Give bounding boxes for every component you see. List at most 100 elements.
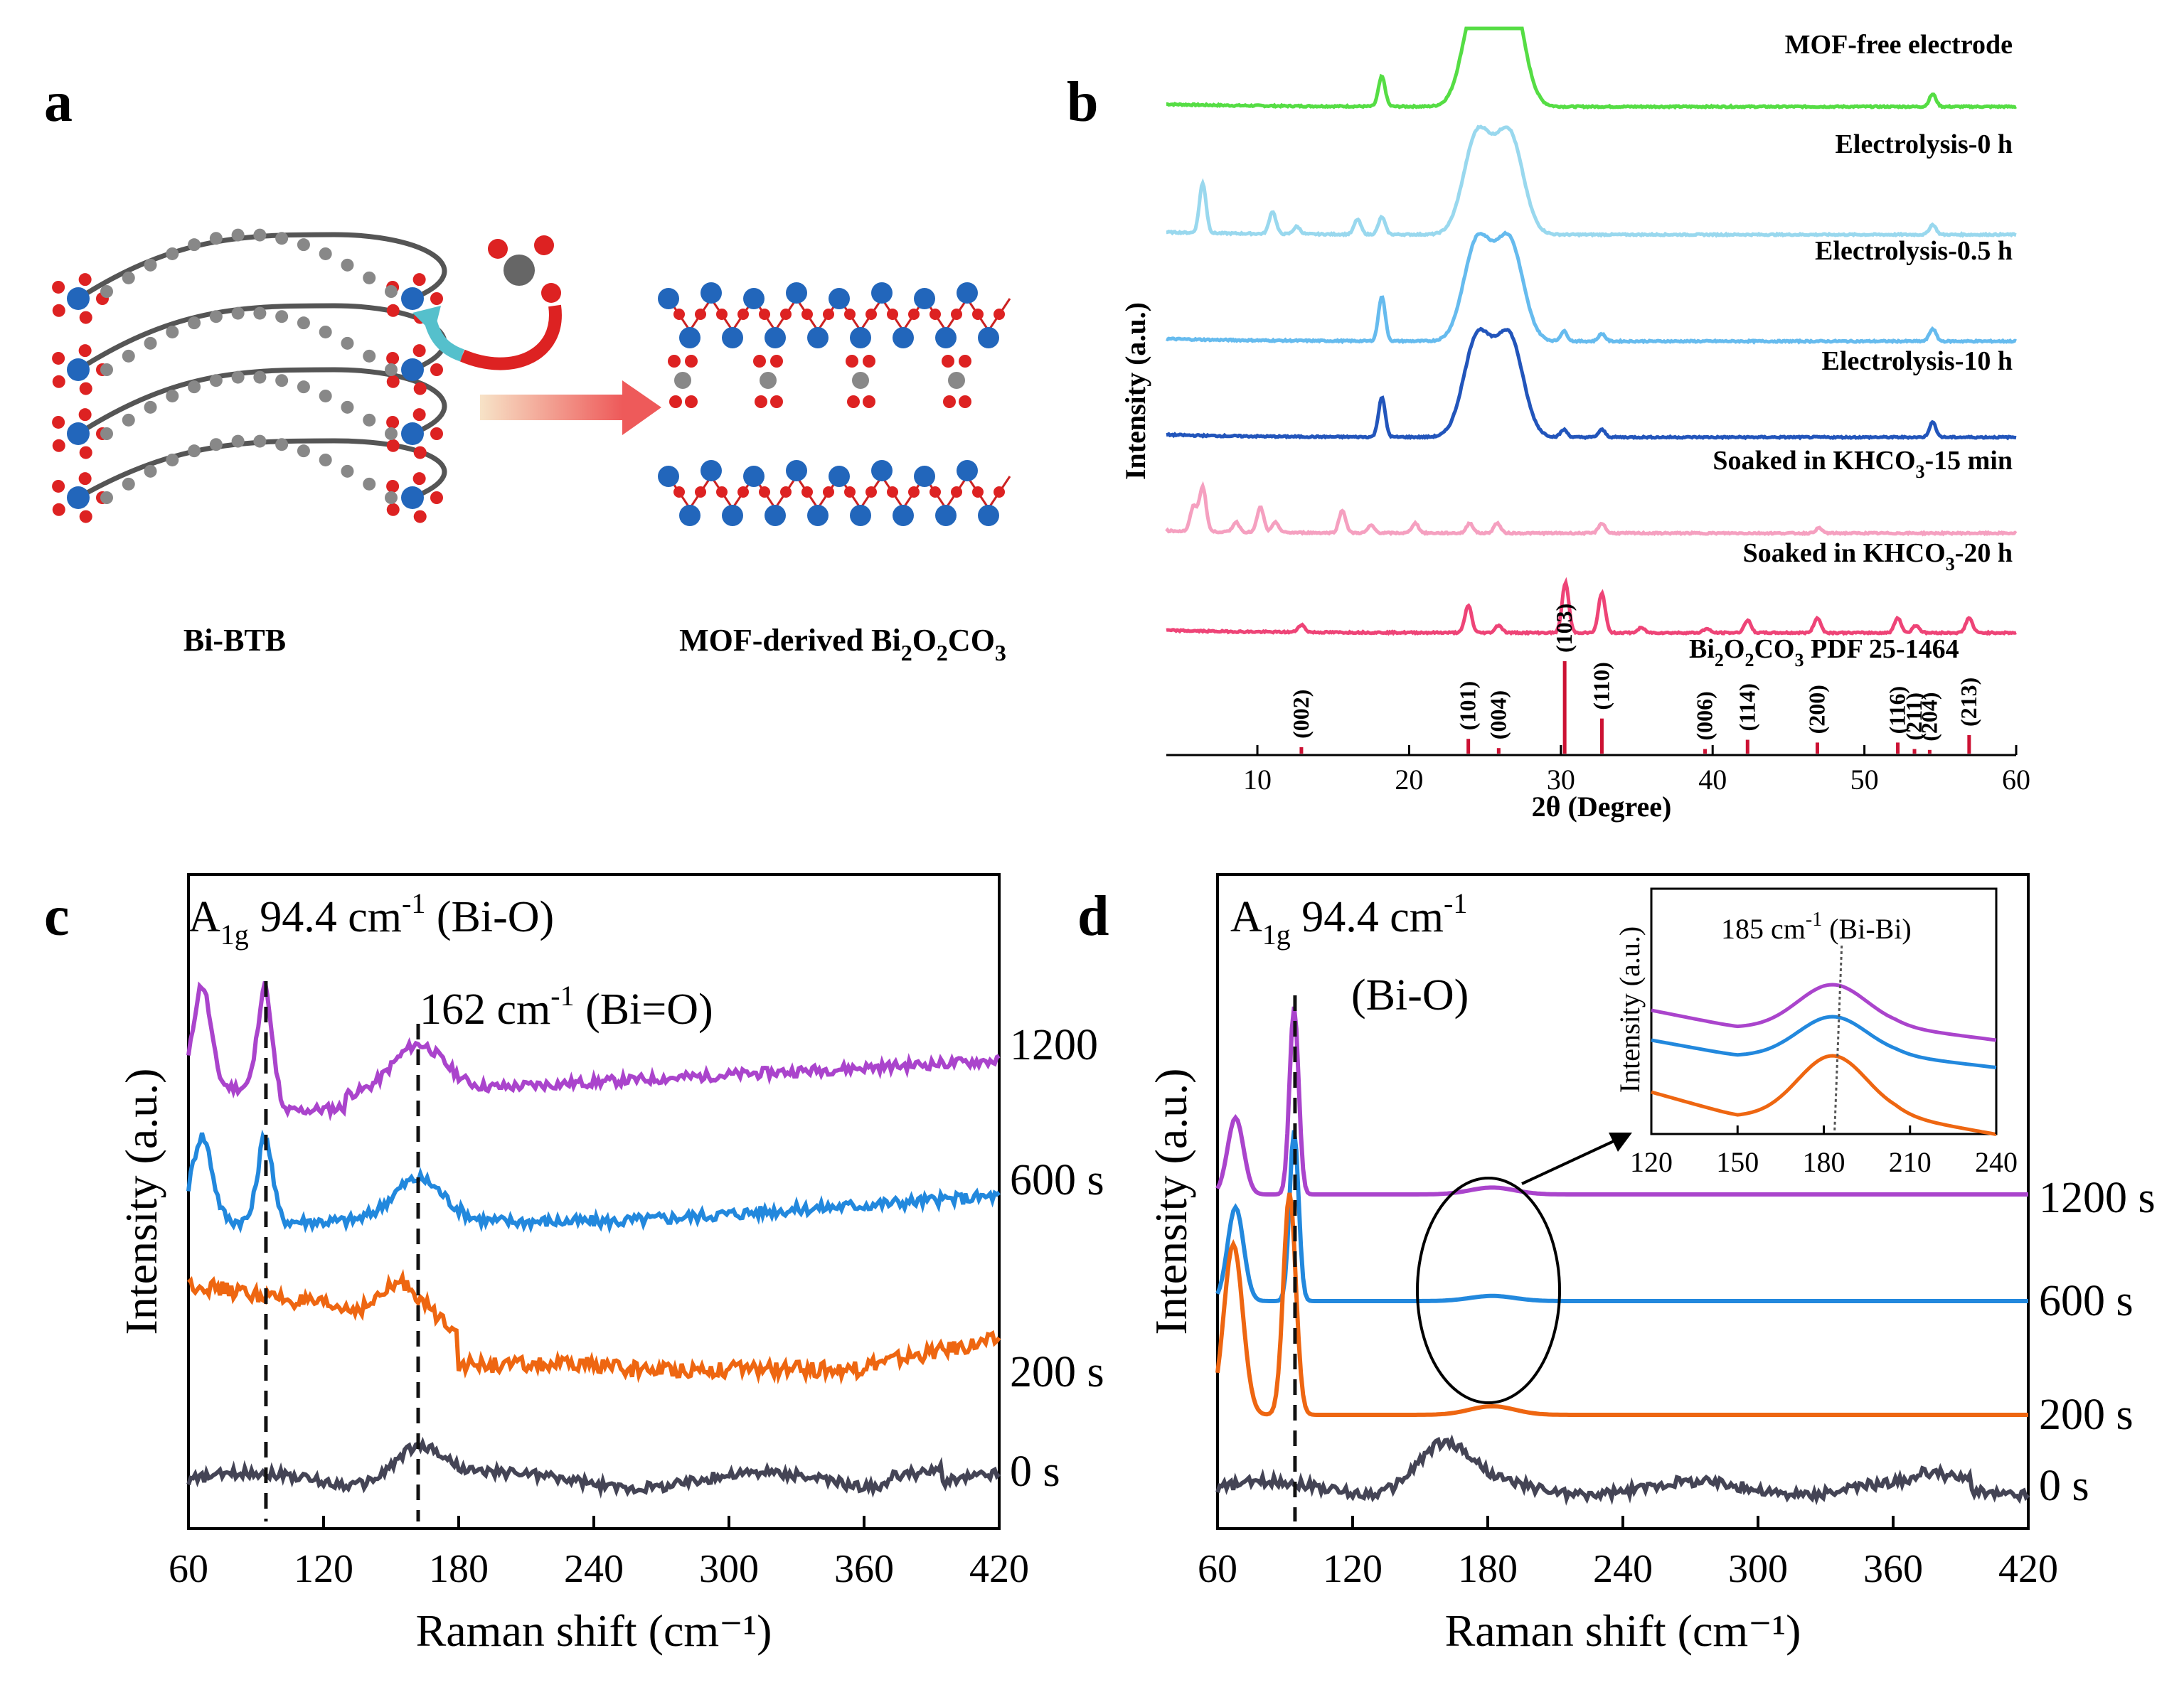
- carbon-atom: [122, 477, 135, 491]
- raman-series-line: [1215, 1192, 2028, 1417]
- highlight-ellipse: [1416, 1177, 1561, 1404]
- series-labels: 1200 s 600 s 200 s 0 s: [2039, 1174, 2156, 1510]
- oxygen-atom: [737, 309, 749, 320]
- carbon-atom: [341, 400, 354, 414]
- carbon-atom: [948, 372, 965, 389]
- inset-x-ticks: 120 150 180 210 240: [1630, 1125, 2018, 1178]
- bi-atom: [658, 288, 679, 309]
- bi-atom: [786, 460, 807, 481]
- inset-chart: 120 150 180 210 240 185 cm-1 (Bi-Bi) Intensi…: [1614, 887, 2018, 1178]
- y-axis-label: Intensity (a.u.): [1119, 302, 1151, 480]
- peak-annotation-line2: (Bi-O): [1351, 971, 1469, 1020]
- xrd-series-label: Soaked in KHCO3-15 min: [1712, 446, 2013, 482]
- carbon-atom: [297, 238, 310, 252]
- bi-atom: [914, 288, 935, 309]
- panel-b: b (002) (101) (004) (103) (110) (006) (114) (20…: [1067, 26, 2030, 823]
- bi-atom: [658, 466, 679, 487]
- oxygen-atom: [951, 309, 962, 320]
- series-label: 0 s: [2039, 1462, 2089, 1510]
- x-axis-label: Raman shift (cm⁻¹): [416, 1605, 772, 1656]
- xrd-series-label: MOF-free electrode: [1785, 30, 2013, 60]
- annotations: A1g 94.4 cm-1 (Bi-O): [1230, 887, 1469, 1521]
- carbon-atom: [363, 477, 376, 491]
- inset-x-tick-label: 210: [1889, 1146, 1932, 1178]
- carbon-atom: [341, 258, 354, 272]
- xrd-series-line: [1166, 124, 2017, 238]
- carbon-atom: [100, 285, 113, 298]
- bi-btb-atoms: [52, 228, 443, 523]
- carbon-atom: [760, 372, 777, 389]
- oxygen-atom: [488, 239, 508, 259]
- inset-traces: [1651, 945, 1997, 1136]
- inset-pointer-arrow: [1521, 1136, 1622, 1185]
- carbon-atom: [166, 389, 179, 402]
- hkl-label: (213): [1956, 678, 1981, 727]
- x-tick-label: 180: [429, 1547, 489, 1591]
- oxygen-atom: [929, 486, 941, 498]
- oxygen-atom: [959, 395, 971, 408]
- oxygen-atom: [753, 355, 766, 368]
- oxygen-atom: [823, 309, 834, 320]
- bi-atom: [871, 460, 893, 481]
- bi-atom: [765, 327, 786, 348]
- inset-series-line: [1651, 983, 1997, 1042]
- x-tick-label: 60: [2002, 764, 2030, 796]
- hkl-label: (110): [1588, 662, 1614, 710]
- linker-chain-3: [77, 367, 447, 437]
- curved-arrow-red: [459, 304, 562, 370]
- oxygen-atom: [386, 503, 400, 516]
- oxygen-atom: [759, 486, 770, 498]
- bi-atom: [743, 466, 765, 487]
- x-tick-label: 420: [969, 1547, 1029, 1591]
- inset-peak-marker: [1833, 945, 1843, 1131]
- xrd-series-line: [1166, 577, 2017, 636]
- raman-series-line: [186, 1268, 1001, 1386]
- oxygen-atom: [863, 395, 875, 408]
- oxygen-atom: [541, 283, 561, 303]
- carbon-atom: [363, 349, 376, 363]
- series-label: 1200: [1010, 1021, 1098, 1069]
- x-tick-label: 240: [1593, 1547, 1653, 1591]
- oxygen-atom: [716, 486, 728, 498]
- oxygen-atom: [52, 375, 65, 388]
- inset-x-tick-label: 120: [1630, 1146, 1673, 1178]
- oxygen-atom: [972, 309, 984, 320]
- oxygen-atom: [770, 355, 783, 368]
- xrd-traces: [1165, 26, 2018, 636]
- mof-derived-label: MOF-derived Bi2O2CO3: [679, 623, 1006, 665]
- oxygen-atom: [412, 472, 426, 486]
- oxygen-atom: [801, 309, 813, 320]
- hkl-label: (103): [1551, 604, 1577, 653]
- bi-atom: [807, 327, 829, 348]
- arrow-right-icon: [622, 380, 661, 435]
- oxygen-atom: [865, 486, 877, 498]
- inset-annotation: 185 cm-1 (Bi-Bi): [1721, 909, 1912, 945]
- bi-atom: [67, 358, 90, 381]
- oxygen-atom: [942, 355, 954, 368]
- bi-atom: [957, 460, 978, 481]
- inset-x-tick-label: 240: [1975, 1146, 2018, 1178]
- carbon-atom: [144, 464, 157, 478]
- series-label: 0 s: [1010, 1448, 1060, 1496]
- inset-y-axis-label: Intensity (a.u.): [1614, 926, 1646, 1093]
- oxygen-atom: [685, 395, 698, 408]
- oxygen-atom: [78, 472, 92, 486]
- oxygen-atom: [759, 309, 770, 320]
- oxygen-atom: [844, 309, 856, 320]
- x-tick-label: 40: [1698, 764, 1727, 796]
- oxygen-atom: [863, 355, 875, 368]
- carbon-atom: [253, 306, 267, 320]
- oxygen-atom: [737, 486, 749, 498]
- oxygen-atom: [668, 355, 681, 368]
- oxygen-atom: [79, 510, 92, 523]
- hkl-label: (211): [1901, 692, 1927, 741]
- bi-atom: [850, 505, 871, 526]
- x-tick-label: 120: [1323, 1547, 1383, 1591]
- bi-atom: [850, 327, 871, 348]
- oxygen-atom: [801, 486, 813, 498]
- carbon-atom: [253, 434, 267, 448]
- bi-atom: [67, 486, 90, 509]
- oxygen-atom: [79, 311, 92, 324]
- bi-atom: [871, 282, 893, 304]
- oxygen-atom: [52, 503, 65, 516]
